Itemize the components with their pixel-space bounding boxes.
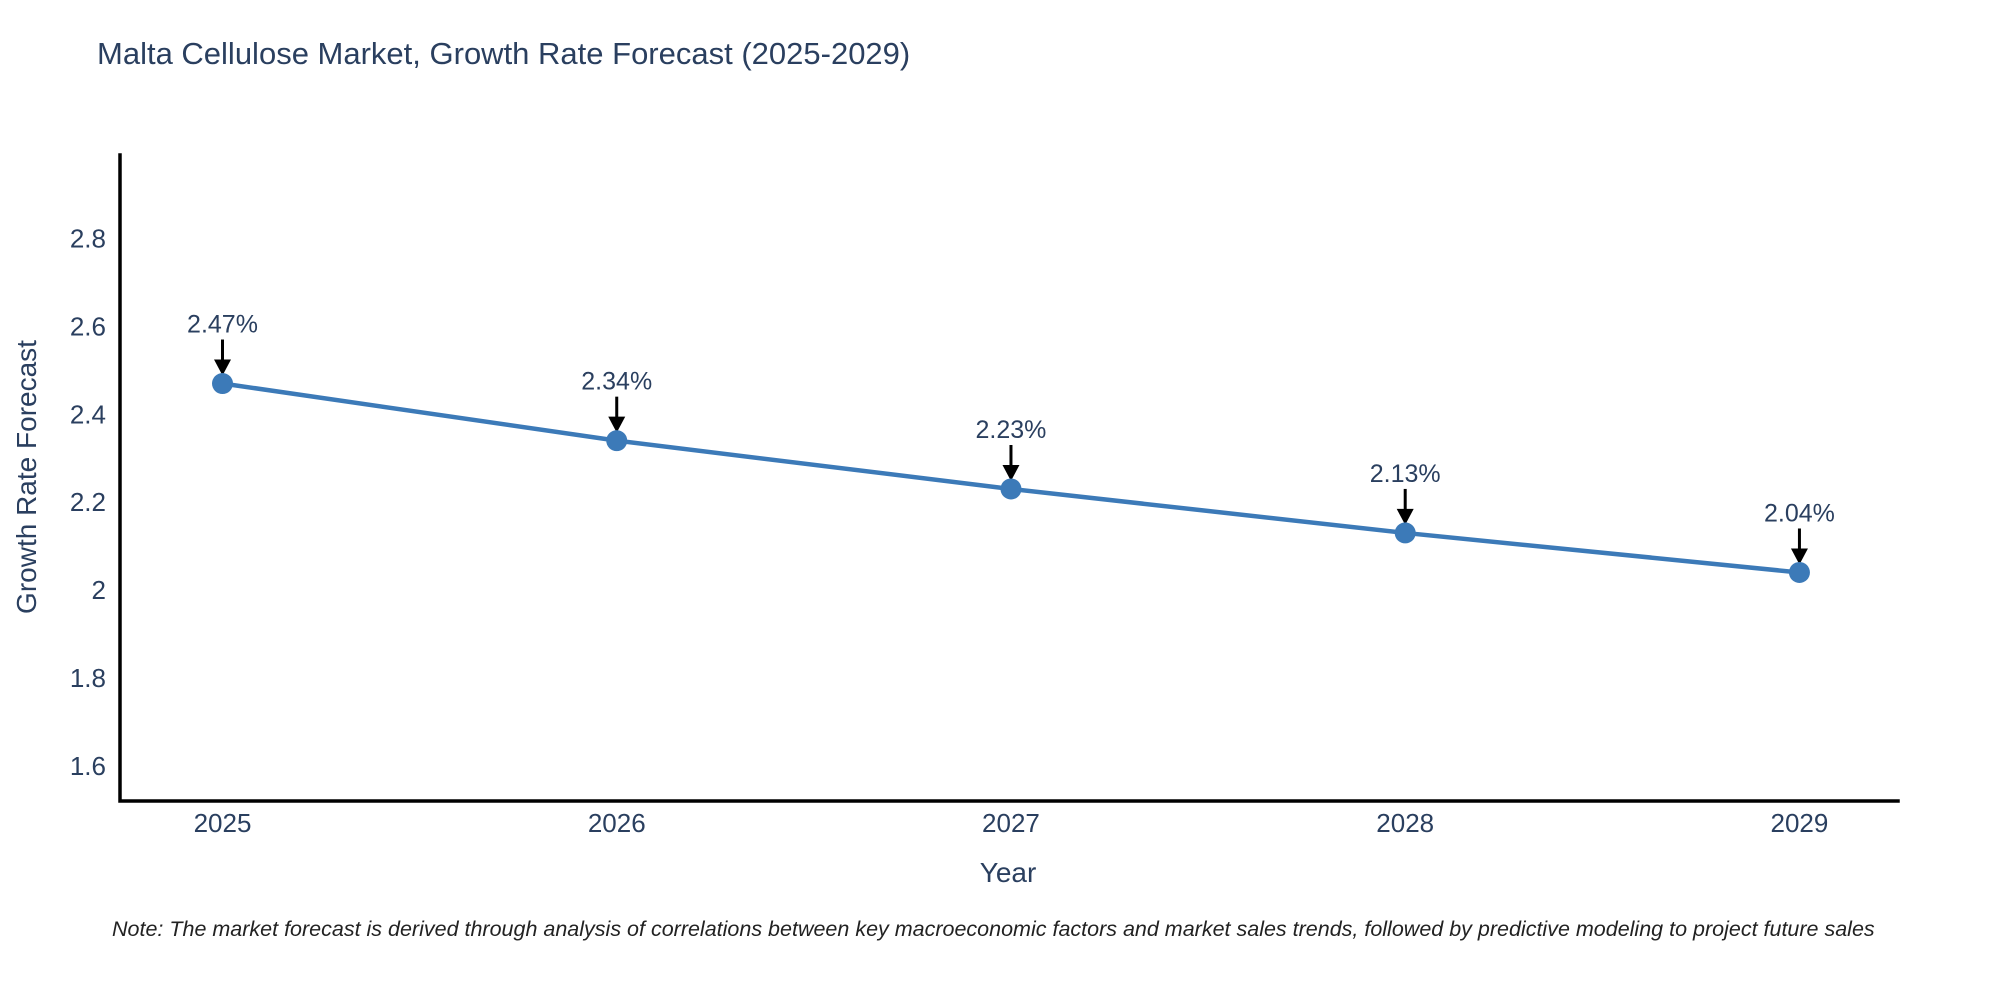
footnote: Note: The market forecast is derived thr…: [112, 917, 1875, 941]
axis-spines: [118, 153, 1900, 803]
y-tick-label: 2.2: [70, 487, 106, 517]
y-tick-label: 2.8: [70, 223, 106, 253]
data-point-label: 2.04%: [1764, 499, 1835, 527]
x-tick-label: 2025: [194, 808, 252, 838]
data-point-marker[interactable]: [1788, 561, 1810, 583]
y-tick-label: 2.6: [70, 311, 106, 341]
data-point-label: 2.47%: [187, 311, 258, 339]
y-tick-label: 1.8: [70, 663, 106, 693]
data-point-marker[interactable]: [212, 373, 234, 395]
y-tick-label: 2: [92, 575, 106, 605]
y-tick-label: 1.6: [70, 751, 106, 781]
x-tick-label: 2029: [1771, 808, 1829, 838]
data-point-label: 2.34%: [581, 368, 652, 396]
annotation-arrow-head: [214, 359, 232, 376]
annotation-arrow-head: [608, 416, 626, 433]
x-tick-label: 2026: [588, 808, 646, 838]
y-tick-label: 2.4: [70, 399, 106, 429]
data-point-marker[interactable]: [606, 430, 628, 452]
annotation-arrow-head: [1790, 548, 1808, 565]
data-point-label: 2.23%: [976, 416, 1047, 444]
data-point-label: 2.13%: [1370, 460, 1441, 488]
annotation-arrow-head: [1396, 508, 1414, 525]
data-point-marker[interactable]: [1000, 478, 1022, 500]
y-axis-title: Growth Rate Forecast: [11, 340, 42, 614]
annotation-arrow-head: [1002, 464, 1020, 481]
x-tick-label: 2028: [1376, 808, 1434, 838]
chart-title: Malta Cellulose Market, Growth Rate Fore…: [97, 36, 911, 71]
x-axis-title: Year: [979, 857, 1037, 888]
data-point-marker[interactable]: [1394, 522, 1416, 544]
x-tick-label: 2027: [982, 808, 1040, 838]
